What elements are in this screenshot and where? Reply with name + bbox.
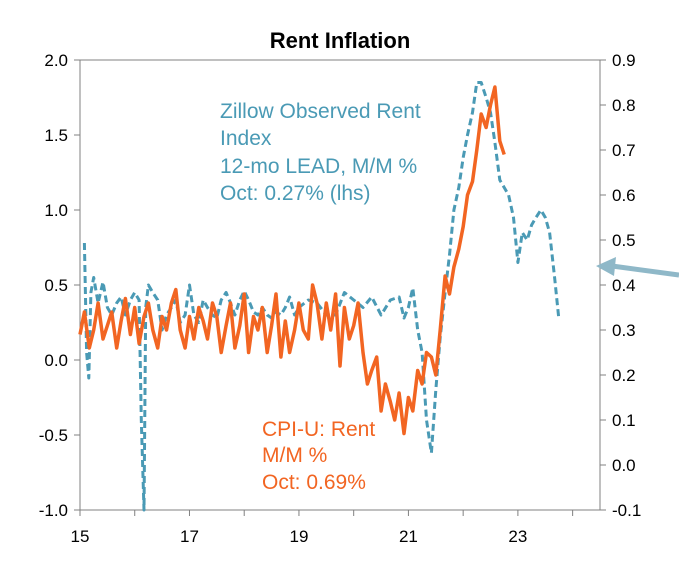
y-right-tick-label: 0.1 [612,411,636,430]
cpi-label-line: CPI-U: Rent [262,418,375,441]
zillow-label-line: Index [220,127,272,150]
axes: 2.0 1.5 1.0 0.5 0.0 -0.5 -1.0 0.9 0.8 0.7 0.6 0.5 0.… [39,51,642,546]
y-right-tick-label: 0.6 [612,186,636,205]
y-left-tick-label: 0.5 [44,276,68,295]
annotation-arrow-head [596,257,616,276]
series-labels: Zillow Observed Rent Index 12-mo LEAD, M/M… [220,100,679,494]
x-tick-label: 19 [289,527,308,546]
series-layer [78,81,561,512]
x-tick-label: 21 [399,527,418,546]
y-right-tick-label: 0.8 [612,96,636,115]
y-left-tick-label: 1.0 [44,201,68,220]
zillow-series-line [82,81,561,512]
y-left-tick-label: 1.5 [44,126,68,145]
x-tick-label: 15 [71,527,90,546]
y-right-tick-label: 0.5 [612,231,636,250]
y-right-tick-label: 0.7 [612,141,636,160]
cpi-label-line: Oct: 0.69% [262,471,366,494]
y-left-tick-label: 0.0 [44,351,68,370]
zillow-label-line: Zillow Observed Rent [220,100,421,123]
x-tick-label: 17 [180,527,199,546]
y-right-tick-label: 0.0 [612,456,636,475]
cpi-rent-series-line [78,85,506,436]
chart-title: Rent Inflation [270,28,411,53]
y-left-tick-label: -0.5 [39,426,68,445]
y-right-tick-label: 0.9 [612,51,636,70]
y-left-tick-label: -1.0 [39,501,68,520]
cpi-label-line: M/M % [262,444,327,467]
y-right-tick-label: -0.1 [612,501,641,520]
y-right-tick-label: 0.4 [612,276,636,295]
y-right-tick-label: 0.3 [612,321,636,340]
zillow-label-line: Oct: 0.27% (lhs) [220,182,371,205]
zillow-label-line: 12-mo LEAD, M/M % [220,155,417,178]
x-tick-label: 23 [508,527,527,546]
y-left-tick-label: 2.0 [44,51,68,70]
annotation-arrow-shaft [611,263,679,278]
y-right-tick-label: 0.2 [612,366,636,385]
